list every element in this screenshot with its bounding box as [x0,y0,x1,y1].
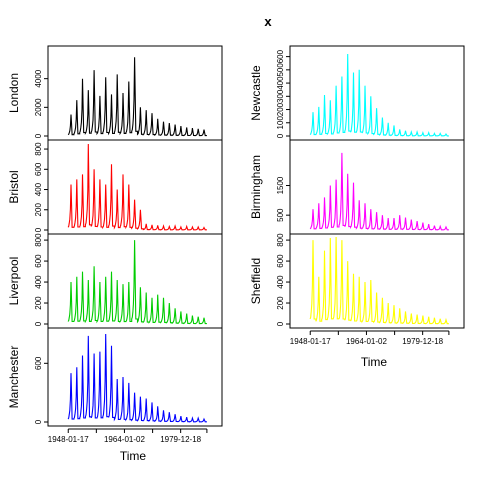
panel-label: Sheffield [249,258,263,304]
panel-london: 0 2000 4000 London [7,45,223,141]
y-tick-label: 600 [34,356,43,370]
y-tick-label: 200 [34,203,43,217]
y-tick-label: 2000 [34,98,43,116]
y-tick-label: 600 [276,49,285,63]
panel-liverpool: 0 200 400 600 800 Liverpool [7,233,223,329]
x-tick-label: 1964-01-02 [346,337,387,346]
y-tick-label: 300 [276,89,285,103]
x-tick-label: 1948-01-17 [48,435,89,444]
y-tick-label: 800 [34,233,43,247]
panel-manchester: 0 600 Manchester 1948-01-17 1964-01-02 1979-1… [7,327,223,444]
y-tick-label: 600 [34,254,43,268]
x-axis: 1948-01-17 1964-01-02 1979-12-18 [48,428,208,444]
x-axis-label-right: Time [361,355,388,369]
panel-label: London [7,73,21,113]
y-tick-label: 400 [276,76,285,90]
x-tick-label: 1979-12-18 [402,337,443,346]
panel-sheffield: 0 200 400 600 800 Sheffield 1948-01-17 1964-01-… [249,233,465,346]
series-line-newcastle [309,53,449,137]
y-axis: 0 2000 4000 [34,69,48,138]
series-line-manchester [67,333,207,423]
chart-title: x [264,14,272,29]
y-tick-label: 800 [34,142,43,156]
series-line-sheffield [309,236,449,325]
y-tick-label: 200 [276,102,285,116]
y-tick-label: 400 [34,182,43,196]
panel-label: Liverpool [7,257,21,306]
series-line-liverpool [67,240,207,325]
series-line-birmingham [309,152,449,231]
y-tick-label: 500 [276,208,285,222]
y-tick-label: 0 [34,419,43,424]
panel-label: Birmingham [249,155,263,219]
y-tick-label: 0 [276,133,285,138]
y-tick-label: 600 [34,162,43,176]
y-axis: 0 600 [34,356,48,424]
y-tick-label: 0 [34,321,43,326]
y-tick-label: 0 [276,321,285,326]
y-tick-label: 200 [276,296,285,310]
series-line-bristol [67,143,207,231]
y-axis: 0 200 400 600 800 [34,233,48,326]
chart-panels: 020004000London0200400600800Bristol02004… [7,45,465,444]
y-axis: 500 1500 [276,176,290,222]
y-tick-label: 500 [276,63,285,77]
y-tick-label: 600 [276,254,285,268]
panel-frame [47,327,223,427]
y-tick-label: 400 [34,275,43,289]
panel-frame [289,233,465,329]
series-line-london [67,57,207,137]
panel-label: Manchester [7,346,21,409]
y-tick-label: 400 [276,275,285,289]
y-tick-label: 0 [34,227,43,232]
y-axis: 0 200 400 600 800 [34,142,48,232]
y-tick-label: 4000 [34,69,43,87]
panel-label: Newcastle [249,65,263,121]
y-tick-label: 200 [34,296,43,310]
y-tick-label: 800 [276,233,285,247]
x-tick-label: 1964-01-02 [104,435,145,444]
x-tick-label: 1948-01-17 [290,337,331,346]
panel-birmingham: 500 1500 Birmingham [249,139,465,235]
y-tick-label: 1500 [276,176,285,194]
panel-bristol: 0 200 400 600 800 Bristol [7,139,223,235]
y-axis: 0 200 400 600 800 [276,233,290,326]
y-tick-label: 0 [34,133,43,138]
x-axis: 1948-01-17 1964-01-02 1979-12-18 [290,330,450,346]
y-tick-label: 100 [276,116,285,130]
x-tick-label: 1979-12-18 [160,435,201,444]
panel-label: Bristol [7,170,21,203]
x-axis-label-left: Time [120,449,147,463]
